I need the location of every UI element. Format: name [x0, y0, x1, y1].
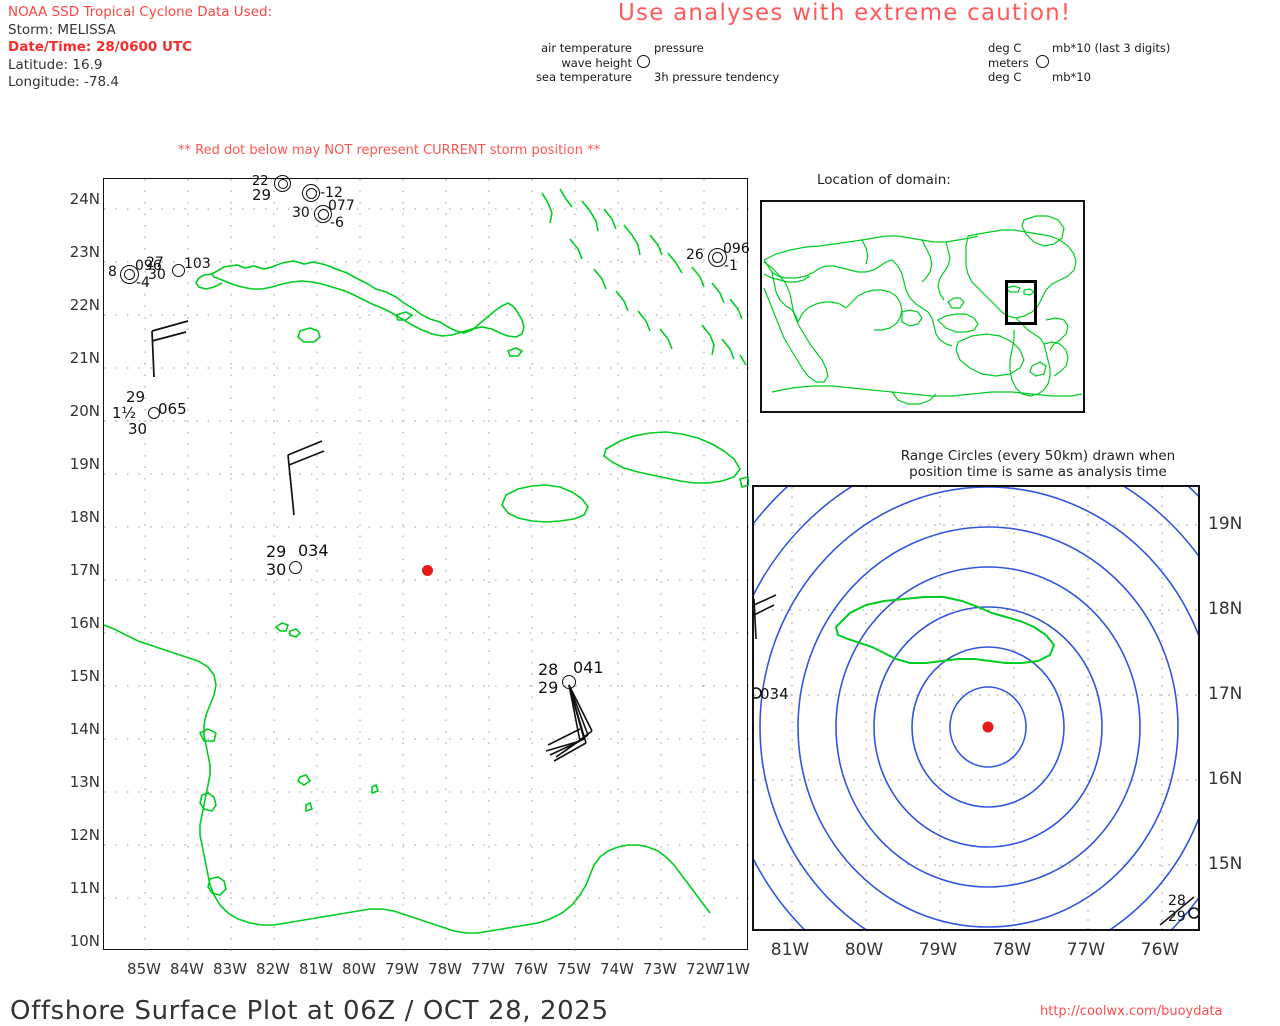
- wind-barb-cluster-14n: [545, 684, 593, 762]
- range-circles-plot: [754, 487, 1198, 929]
- storm-datetime-label: Date/Time: 28/0600 UTC: [8, 39, 193, 55]
- range-circles-inset[interactable]: 034 28 29: [752, 485, 1200, 931]
- range-title-line1: Range Circles (every 50km) drawn when: [900, 448, 1176, 464]
- station-ring-inset-corner: [1188, 907, 1198, 919]
- station-ring-icon-right: [1035, 55, 1049, 68]
- world-coastline-map: [763, 215, 1083, 405]
- storm-latitude-label: Latitude: 16.9: [8, 56, 103, 73]
- legend-air-temperature: air temperature: [541, 41, 632, 55]
- noaa-source-line: NOAA SSD Tropical Cyclone Data Used:: [8, 4, 273, 20]
- station-ring-17n: [289, 561, 302, 574]
- legend-pressure-tendency: 3h pressure tendency: [654, 70, 780, 84]
- station-ring-inner-c: [318, 209, 329, 220]
- storm-position-dot: [422, 565, 433, 576]
- legend-unit-mb10: mb*10: [1052, 70, 1091, 84]
- map-gridlines: [104, 179, 749, 951]
- station-ring-20n: [148, 407, 160, 419]
- legend-wave-height: wave height: [561, 56, 632, 70]
- station-ring-e: [172, 264, 185, 277]
- legend-unit-mb10-full: mb*10 (last 3 digits): [1052, 41, 1171, 55]
- station-ring-inner-b: [306, 188, 317, 199]
- wind-barb-17n: [287, 440, 325, 516]
- domain-extent-box: [1005, 280, 1037, 325]
- legend-right: deg C mb*10 (last 3 digits) meters deg C…: [988, 41, 1170, 84]
- wind-barb-20n: [151, 320, 189, 378]
- station-ring-inner-d: [124, 269, 135, 280]
- header-info-block: NOAA SSD Tropical Cyclone Data Used: Sto…: [8, 4, 272, 92]
- station-ring-outer-b: [302, 184, 320, 202]
- world-location-inset[interactable]: [760, 200, 1085, 413]
- station-ring-inner-f: [712, 252, 723, 263]
- station-ring-inner-a: [278, 179, 288, 189]
- station-ring-outer-c: [314, 205, 332, 223]
- storm-name-label: Storm: MELISSA: [8, 21, 116, 38]
- storm-position-warning: ** Red dot below may NOT represent CURRE…: [178, 143, 601, 158]
- station-ring-outer-f: [708, 248, 727, 267]
- station-inset-034-pressure: 034: [760, 685, 789, 703]
- station-inset-corner-sea: 29: [1168, 909, 1186, 925]
- legend-pressure: pressure: [654, 41, 704, 55]
- legend-sea-temperature: sea temperature: [535, 70, 632, 84]
- range-circles-title: Range Circles (every 50km) drawn when po…: [808, 448, 1268, 480]
- storm-position-dot-inset: [982, 721, 994, 733]
- main-surface-map[interactable]: 22 29 -12 30 077 -6 8 096 -4: [103, 175, 750, 951]
- source-url-link[interactable]: http://coolwx.com/buoydata: [1040, 1004, 1223, 1019]
- plot-title-footer: Offshore Surface Plot at 06Z / OCT 28, 2…: [10, 996, 609, 1026]
- legend-unit-meters: meters: [988, 56, 1029, 70]
- storm-longitude-label: Longitude: -78.4: [8, 74, 119, 90]
- station-ring-inset-034: [754, 687, 762, 699]
- station-ring-outer-a: [274, 175, 291, 192]
- domain-inset-title: Location of domain:: [817, 172, 951, 188]
- station-inset-corner-air: 28: [1168, 893, 1186, 909]
- station-ring-outer-d: [120, 265, 139, 284]
- range-title-line2: position time is same as analysis time: [909, 464, 1167, 480]
- station-ring-icon: [636, 55, 650, 68]
- station-plot-layer: 22 29 -12 30 077 -6 8 096 -4: [104, 175, 750, 949]
- caution-title: Use analyses with extreme caution!: [618, 0, 1072, 26]
- legend-unit-degc-sea: deg C: [988, 70, 1022, 84]
- coastline-overlay: [104, 188, 749, 934]
- legend-unit-degc-air: deg C: [988, 41, 1022, 55]
- legend-left: air temperature pressure wave height sea…: [520, 41, 779, 84]
